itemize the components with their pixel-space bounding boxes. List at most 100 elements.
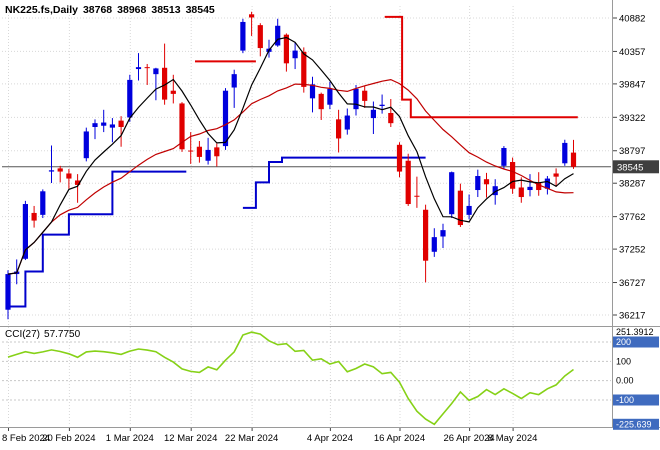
- price-tick-label: 38797: [619, 146, 645, 157]
- candle-body: [405, 160, 411, 205]
- candle-body: [457, 190, 463, 226]
- time-axis[interactable]: [0, 427, 660, 450]
- candle-body: [144, 67, 150, 69]
- candle-body: [127, 79, 133, 118]
- candle-body: [518, 187, 524, 198]
- indicator-scale-badge: [613, 418, 659, 430]
- candle-body: [475, 176, 481, 191]
- price-tick-label: 40882: [619, 14, 645, 25]
- candle-body: [544, 178, 550, 189]
- candle-body: [388, 112, 394, 124]
- indicator-label: CCI(27) 57.7750: [5, 329, 84, 340]
- candle-body: [440, 230, 446, 237]
- price-tick-label: 39847: [619, 79, 645, 90]
- indicator-name: CCI(27): [5, 329, 41, 340]
- time-tick-label: 26 Apr 2024: [443, 433, 494, 444]
- candle-body: [396, 144, 403, 172]
- price-tick-label: 36217: [619, 311, 645, 322]
- candle-body: [22, 204, 28, 259]
- current-price-badge-label: 38545: [617, 162, 643, 173]
- candle-body: [57, 168, 63, 172]
- candle-body: [553, 173, 559, 177]
- candle-body: [92, 123, 98, 127]
- price-tick-label: 36727: [619, 278, 645, 289]
- time-tick-label: 22 Mar 2024: [225, 433, 278, 444]
- candle-body: [309, 84, 316, 99]
- candle-body: [327, 88, 333, 105]
- candle-body: [31, 212, 37, 221]
- chart-title: NK225.fs,Daily 38768 38968 38513 38545: [5, 4, 220, 16]
- candle-body: [370, 109, 376, 119]
- candle-body: [336, 119, 342, 139]
- candle-body: [135, 67, 142, 70]
- candle-body: [431, 237, 437, 252]
- indicator-scale-label: -225.639: [616, 419, 652, 429]
- symbol-timeframe-label: NK225.fs,Daily: [5, 4, 78, 16]
- candle-body: [301, 51, 307, 87]
- candle-body: [362, 90, 368, 101]
- current-price-badge: [613, 160, 659, 174]
- candle-body: [5, 274, 11, 310]
- candle-body: [283, 34, 289, 64]
- candle-body: [240, 21, 246, 51]
- indicator-current-value: 57.7750: [44, 329, 81, 340]
- candle-body: [109, 124, 115, 128]
- time-tick-label: 8 May 2024: [488, 433, 538, 444]
- candle-body: [318, 93, 324, 110]
- candle-body: [83, 131, 89, 159]
- candle-body: [483, 179, 490, 185]
- candle-body: [466, 205, 472, 215]
- candle-body: [570, 152, 577, 167]
- slow-ma-line: [7, 78, 574, 275]
- price-tick-label: 39322: [619, 113, 645, 124]
- candle-body: [153, 68, 159, 75]
- main-chart-pane[interactable]: [0, 0, 612, 326]
- price-axis[interactable]: [612, 0, 660, 427]
- candle-body: [162, 67, 168, 100]
- candle-body: [344, 115, 350, 130]
- candle-body: [353, 88, 359, 110]
- candle-body: [536, 183, 542, 191]
- time-tick-label: 16 Apr 2024: [374, 433, 425, 444]
- candle-body: [205, 149, 211, 161]
- indicator-scale-label: 0.00: [616, 376, 634, 386]
- candle-body: [292, 50, 298, 59]
- candle-body: [249, 14, 255, 18]
- ohlc-close-value: 38545: [185, 4, 215, 16]
- time-tick-label: 12 Mar 2024: [164, 433, 217, 444]
- support-step-line: [242, 156, 426, 209]
- candle-body: [188, 150, 194, 152]
- indicator-pane[interactable]: [0, 327, 612, 427]
- time-tick-label: 20 Feb 2024: [42, 433, 95, 444]
- cci-line: [7, 331, 574, 426]
- indicator-scale-label: 200: [616, 337, 631, 347]
- price-tick-label: 37252: [619, 245, 645, 256]
- candle-body: [423, 209, 429, 261]
- time-tick-label: 4 Apr 2024: [307, 433, 353, 444]
- time-tick-label: 1 Mar 2024: [106, 433, 154, 444]
- indicator-scale-label: 100: [616, 356, 631, 366]
- indicator-scale-badge: [613, 336, 659, 348]
- ohlc-high-value: 38968: [117, 4, 147, 16]
- indicator-scale-label: -100: [616, 395, 634, 405]
- candle-body: [492, 186, 498, 196]
- candle-body: [179, 103, 185, 150]
- indicator-scale-label: 251.3912: [616, 327, 654, 337]
- candle-body: [414, 195, 420, 197]
- candle-body: [101, 122, 107, 126]
- resistance-step-line: [384, 15, 578, 119]
- price-tick-label: 40357: [619, 47, 645, 58]
- candle-body: [118, 120, 124, 127]
- candle-body: [379, 104, 385, 106]
- candle-body: [501, 148, 507, 166]
- candle-body: [75, 180, 81, 185]
- candle-body: [40, 191, 46, 215]
- candle-body: [527, 186, 533, 191]
- candle-body: [48, 170, 55, 172]
- candle-body: [510, 162, 516, 189]
- candle-body: [66, 173, 72, 179]
- price-tick-label: 38287: [619, 179, 645, 190]
- candle-body: [170, 90, 176, 94]
